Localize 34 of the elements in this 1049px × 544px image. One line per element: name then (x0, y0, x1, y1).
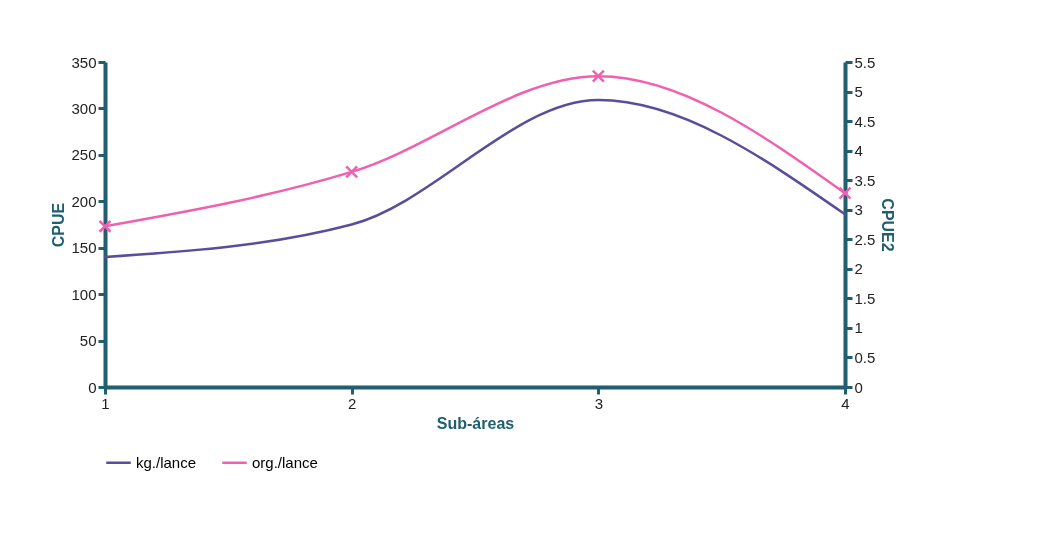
y2-axis-title: CPUE2 (879, 198, 897, 252)
x-tick-label: 4 (841, 394, 850, 412)
y2-tick-label: 0.5 (854, 348, 876, 366)
point (98, 219, 112, 233)
x-tick-label: 2 (347, 394, 357, 412)
y-tick-label: 150 (71, 239, 97, 257)
y2-tick-label: 4 (854, 142, 863, 160)
y-tick-label: 250 (71, 146, 97, 164)
legend-label: kg./lance (136, 453, 197, 471)
y2-tick-label: 3.5 (854, 171, 876, 189)
y-axis-title: CPUE (50, 202, 68, 248)
point (838, 186, 852, 200)
point (591, 69, 606, 83)
y-tick-label: 200 (71, 192, 97, 210)
point (344, 165, 359, 179)
y-tick-label: 50 (79, 332, 97, 350)
x-tick-label: 1 (101, 394, 110, 412)
legend-label: org./lance (252, 453, 318, 471)
line-series (103, 98, 847, 259)
y-tick-label: 0 (88, 378, 97, 396)
y2-tick-label: 0 (854, 378, 863, 396)
y-tick-label: 350 (71, 53, 97, 71)
y2-tick-label: 5.5 (854, 53, 876, 71)
x-tick-label: 3 (594, 394, 604, 412)
y2-tick-label: 2.5 (854, 230, 876, 248)
y2-tick-label: 1.5 (854, 289, 876, 307)
y2-tick-label: 4.5 (854, 112, 876, 130)
x-axis-title: Sub-áreas (436, 414, 515, 432)
y-tick-label: 100 (71, 285, 97, 303)
y2-tick-label: 3 (854, 201, 863, 219)
y2-tick-label: 5 (854, 83, 863, 101)
y2-tick-label: 2 (854, 260, 863, 278)
y-tick-label: 300 (71, 99, 97, 117)
y2-tick-label: 1 (854, 319, 863, 337)
